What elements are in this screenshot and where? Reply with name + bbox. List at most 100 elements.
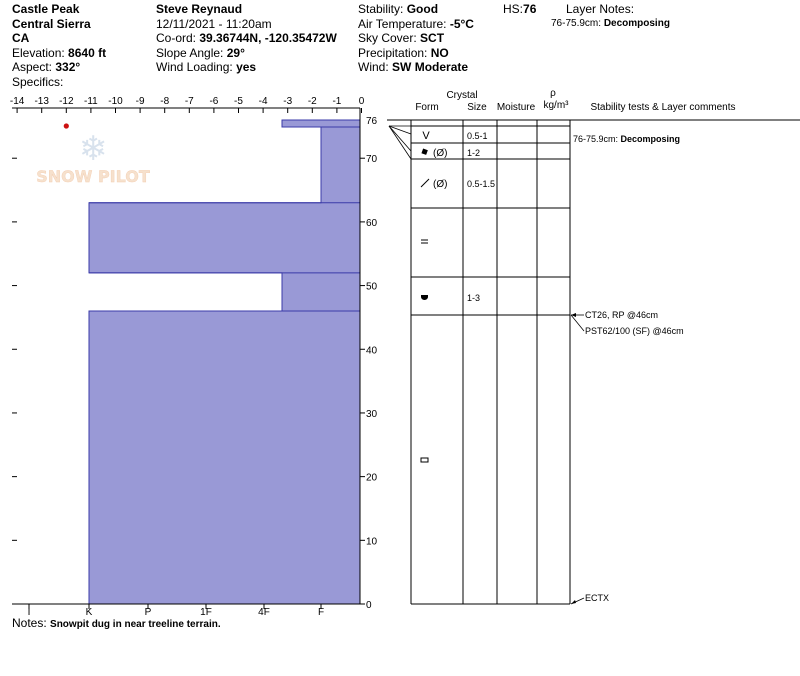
temp-tick-label: -12 (59, 96, 74, 107)
aspect-value: 332° (55, 60, 81, 75)
layer-notes: Layer Notes: (566, 2, 634, 17)
height-tick-label: 70 (366, 154, 378, 165)
hardness-tick-label: P (145, 607, 152, 618)
hardness-tick-label: I (28, 607, 31, 618)
stability-pointer-line (570, 314, 585, 332)
slash-form-icon (420, 178, 430, 188)
precip-row: Precipitation: NO (358, 45, 449, 60)
temp-tick-label: -7 (185, 96, 194, 107)
hardness-tick-label: 4F (258, 607, 270, 618)
hs-info: HS:76 (503, 2, 536, 17)
hardness-profile-area (88, 119, 361, 605)
air-temp-value: -5°C (449, 16, 474, 31)
stability-row: Stability: Good (358, 2, 439, 16)
temp-tick-label: -10 (108, 96, 123, 107)
wind-value: SW Moderate (392, 60, 469, 75)
sky-value: SCT (420, 31, 445, 46)
rho-header: ρ (550, 88, 556, 99)
notes-text: Snowpit dug in near treeline terrain. (50, 619, 221, 630)
hs-value: 76 (523, 2, 537, 16)
specifics-label: Specifics: (12, 74, 64, 89)
temp-tick-label: -13 (34, 96, 49, 107)
layer-comment-text: Decomposing (621, 134, 681, 144)
hs-label: HS: (503, 2, 524, 16)
elevation-row: Elevation: 8640 ft (12, 45, 107, 60)
wind-loading-row: Wind Loading: yes (156, 60, 257, 75)
temperature-point (63, 123, 69, 129)
temp-tick-label: -9 (136, 96, 145, 107)
faceted-rounded-icon (421, 148, 428, 155)
elevation-value: 8640 ft (68, 45, 107, 60)
grain-size-label: 1-2 (467, 148, 480, 158)
layer-note-text: Decomposing (603, 18, 670, 29)
form-secondary-label: (Ø) (433, 148, 447, 159)
moisture-header: Moisture (497, 102, 536, 113)
temp-tick-label: 0 (359, 96, 365, 107)
height-tick-label: 40 (366, 345, 378, 356)
stability-arrowhead (571, 313, 576, 317)
grain-size-label: 0.5-1 (467, 131, 488, 141)
hardness-tick-label: K (86, 607, 93, 618)
height-tick-label: 10 (366, 536, 378, 547)
hardness-temperature-plot: ❄SNOW PILOT-14 -13 -12 -11 -10 -9 -8 -7 -6 -5 -4 -3… (10, 96, 378, 618)
stability-value: Good (406, 2, 439, 16)
aspect-row: Aspect: 332° (12, 60, 81, 75)
height-tick-label: 0 (366, 600, 372, 611)
site-name: Castle Peak (12, 2, 80, 16)
wind-row: Wind: SW Moderate (358, 60, 469, 75)
layer-connector-line (388, 125, 412, 152)
watermark-text: SNOW PILOT (36, 167, 150, 186)
sky-row: Sky Cover: SCT (358, 31, 445, 46)
stability-test-label: PST62/100 (SF) @46cm (585, 326, 684, 336)
temp-tick-label: -11 (84, 96, 98, 107)
observer-name: Steve Reynaud (156, 2, 243, 16)
temp-tick-label: -2 (308, 96, 317, 107)
stability-test-label: ECTX (585, 593, 609, 603)
temp-tick-label: -8 (160, 96, 169, 107)
observation-datetime: 12/11/2021 - 11:20am (156, 16, 272, 31)
site-info: Castle Peak Central Sierra CA Elevation:… (12, 2, 106, 90)
grain-size-label: 1-3 (467, 293, 480, 303)
snowpilot-watermark: ❄SNOW PILOT (36, 129, 150, 186)
wind-loading-value: yes (236, 60, 257, 75)
temp-tick-label: -4 (259, 96, 268, 107)
rounded-grain-icon (421, 295, 428, 300)
depth-hoar-icon: V (422, 130, 430, 142)
grain-size-label: 0.5-1.5 (467, 179, 495, 189)
layer-comment-depth: 76-75.9cm: (573, 134, 621, 144)
crystal-header: Crystal (446, 90, 477, 101)
snowflake-icon: ❄ (79, 129, 108, 169)
coord-value: 39.36744N, -120.35472W (199, 31, 337, 46)
temp-tick-label: -3 (283, 96, 292, 107)
height-tick-label: 20 (366, 473, 378, 484)
stability-test-label: CT26, RP @46cm (585, 310, 658, 320)
density-header: kg/m³ (544, 100, 570, 111)
form-secondary-label: (Ø) (433, 179, 447, 190)
site-state: CA (12, 31, 30, 46)
coord-row: Co-ord: 39.36744N, -120.35472W (156, 31, 337, 46)
slope-row: Slope Angle: 29° (156, 45, 245, 60)
layer-table: Crystal Form Size Moisture ρkg/m³ Stability t… (387, 88, 800, 605)
observer-info: Steve Reynaud 12/11/2021 - 11:20am Co-or… (156, 2, 337, 75)
height-tick-label: 30 (366, 409, 378, 420)
layer-note-depth: 76-75.9cm: (551, 18, 602, 29)
hardness-tick-label: 1F (200, 607, 212, 618)
stability-header: Stability tests & Layer comments (590, 102, 735, 113)
temp-tick-label: -14 (10, 96, 25, 107)
size-header: Size (467, 102, 487, 113)
height-tick-label: 50 (366, 282, 378, 293)
layer-note-item: 76-75.9cm: Decomposing (551, 17, 670, 32)
precip-value: NO (430, 45, 449, 60)
hs-tick-label: 76 (366, 116, 378, 127)
temp-tick-label: -6 (209, 96, 218, 107)
form-header: Form (415, 102, 438, 113)
conditions-info: Stability: Good Air Temperature: -5°C Sk… (358, 2, 474, 75)
height-tick-label: 60 (366, 218, 378, 229)
temp-tick-label: -1 (332, 96, 341, 107)
layer-connector-line (388, 125, 412, 160)
temp-tick-label: -5 (234, 96, 243, 107)
notes: Notes: Snowpit dug in near treeline terr… (12, 616, 221, 630)
site-range: Central Sierra (12, 16, 91, 31)
layer-comment: 76-75.9cm: Decomposing (573, 134, 680, 144)
